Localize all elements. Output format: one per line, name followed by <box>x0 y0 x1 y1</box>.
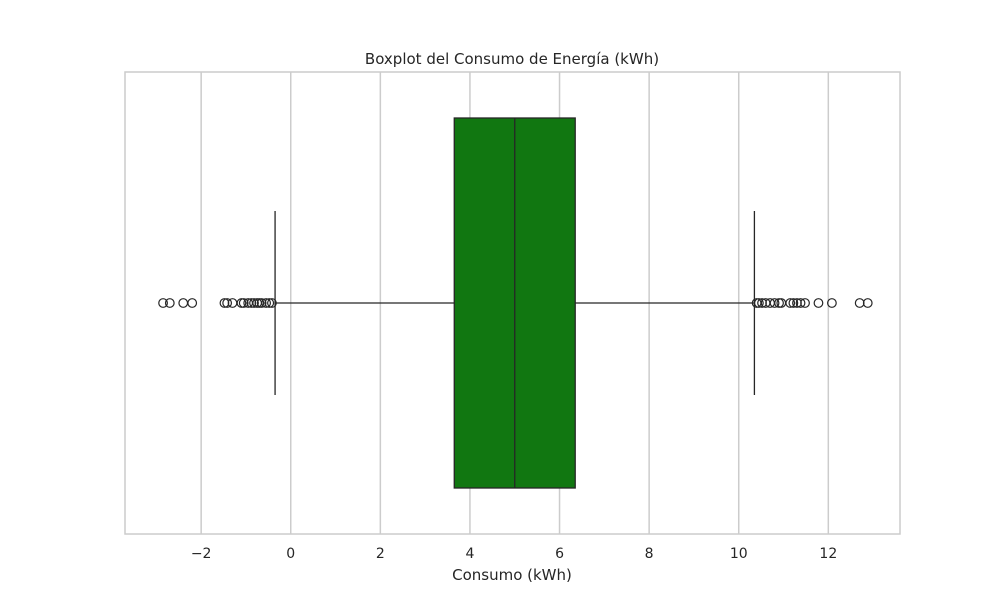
outlier-point <box>178 298 189 308</box>
outlier-point <box>788 298 799 308</box>
outlier-point <box>795 298 806 308</box>
outlier-point <box>267 298 277 308</box>
plot-frame <box>124 71 901 535</box>
outlier-point <box>249 298 259 308</box>
chart-title: Boxplot del Consumo de Energía (kWh) <box>365 50 659 68</box>
x-tick-label: 8 <box>645 546 654 562</box>
outlier-point <box>769 298 780 308</box>
outlier-point <box>227 298 238 308</box>
x-tick-label: −2 <box>191 546 212 562</box>
outlier-point <box>854 298 865 308</box>
outlier-point <box>800 298 810 308</box>
x-tick-label: 2 <box>376 546 385 562</box>
outlier-point <box>164 298 175 308</box>
outlier-point <box>222 298 233 308</box>
outlier-point <box>261 298 272 308</box>
outlier-point <box>256 298 267 308</box>
box-plot-series <box>158 117 873 489</box>
x-tick-label: 0 <box>286 546 295 562</box>
x-tick-label: 4 <box>465 546 474 562</box>
x-tick-label: 10 <box>730 546 748 562</box>
outlier-point <box>238 298 249 308</box>
outlier-point <box>187 298 198 308</box>
outlier-point <box>862 298 873 308</box>
outlier-point <box>753 298 764 308</box>
outlier-point <box>785 298 796 308</box>
outlier-point <box>158 298 168 308</box>
x-tick-label: 12 <box>819 546 837 562</box>
outlier-point <box>827 298 837 308</box>
x-tick-label: 6 <box>555 546 564 562</box>
outlier-point <box>264 298 275 308</box>
x-tick-labels: −2 0 2 4 6 8 10 12 <box>191 546 837 562</box>
x-axis-label: Consumo (kWh) <box>452 566 572 584</box>
outlier-point <box>813 298 824 308</box>
